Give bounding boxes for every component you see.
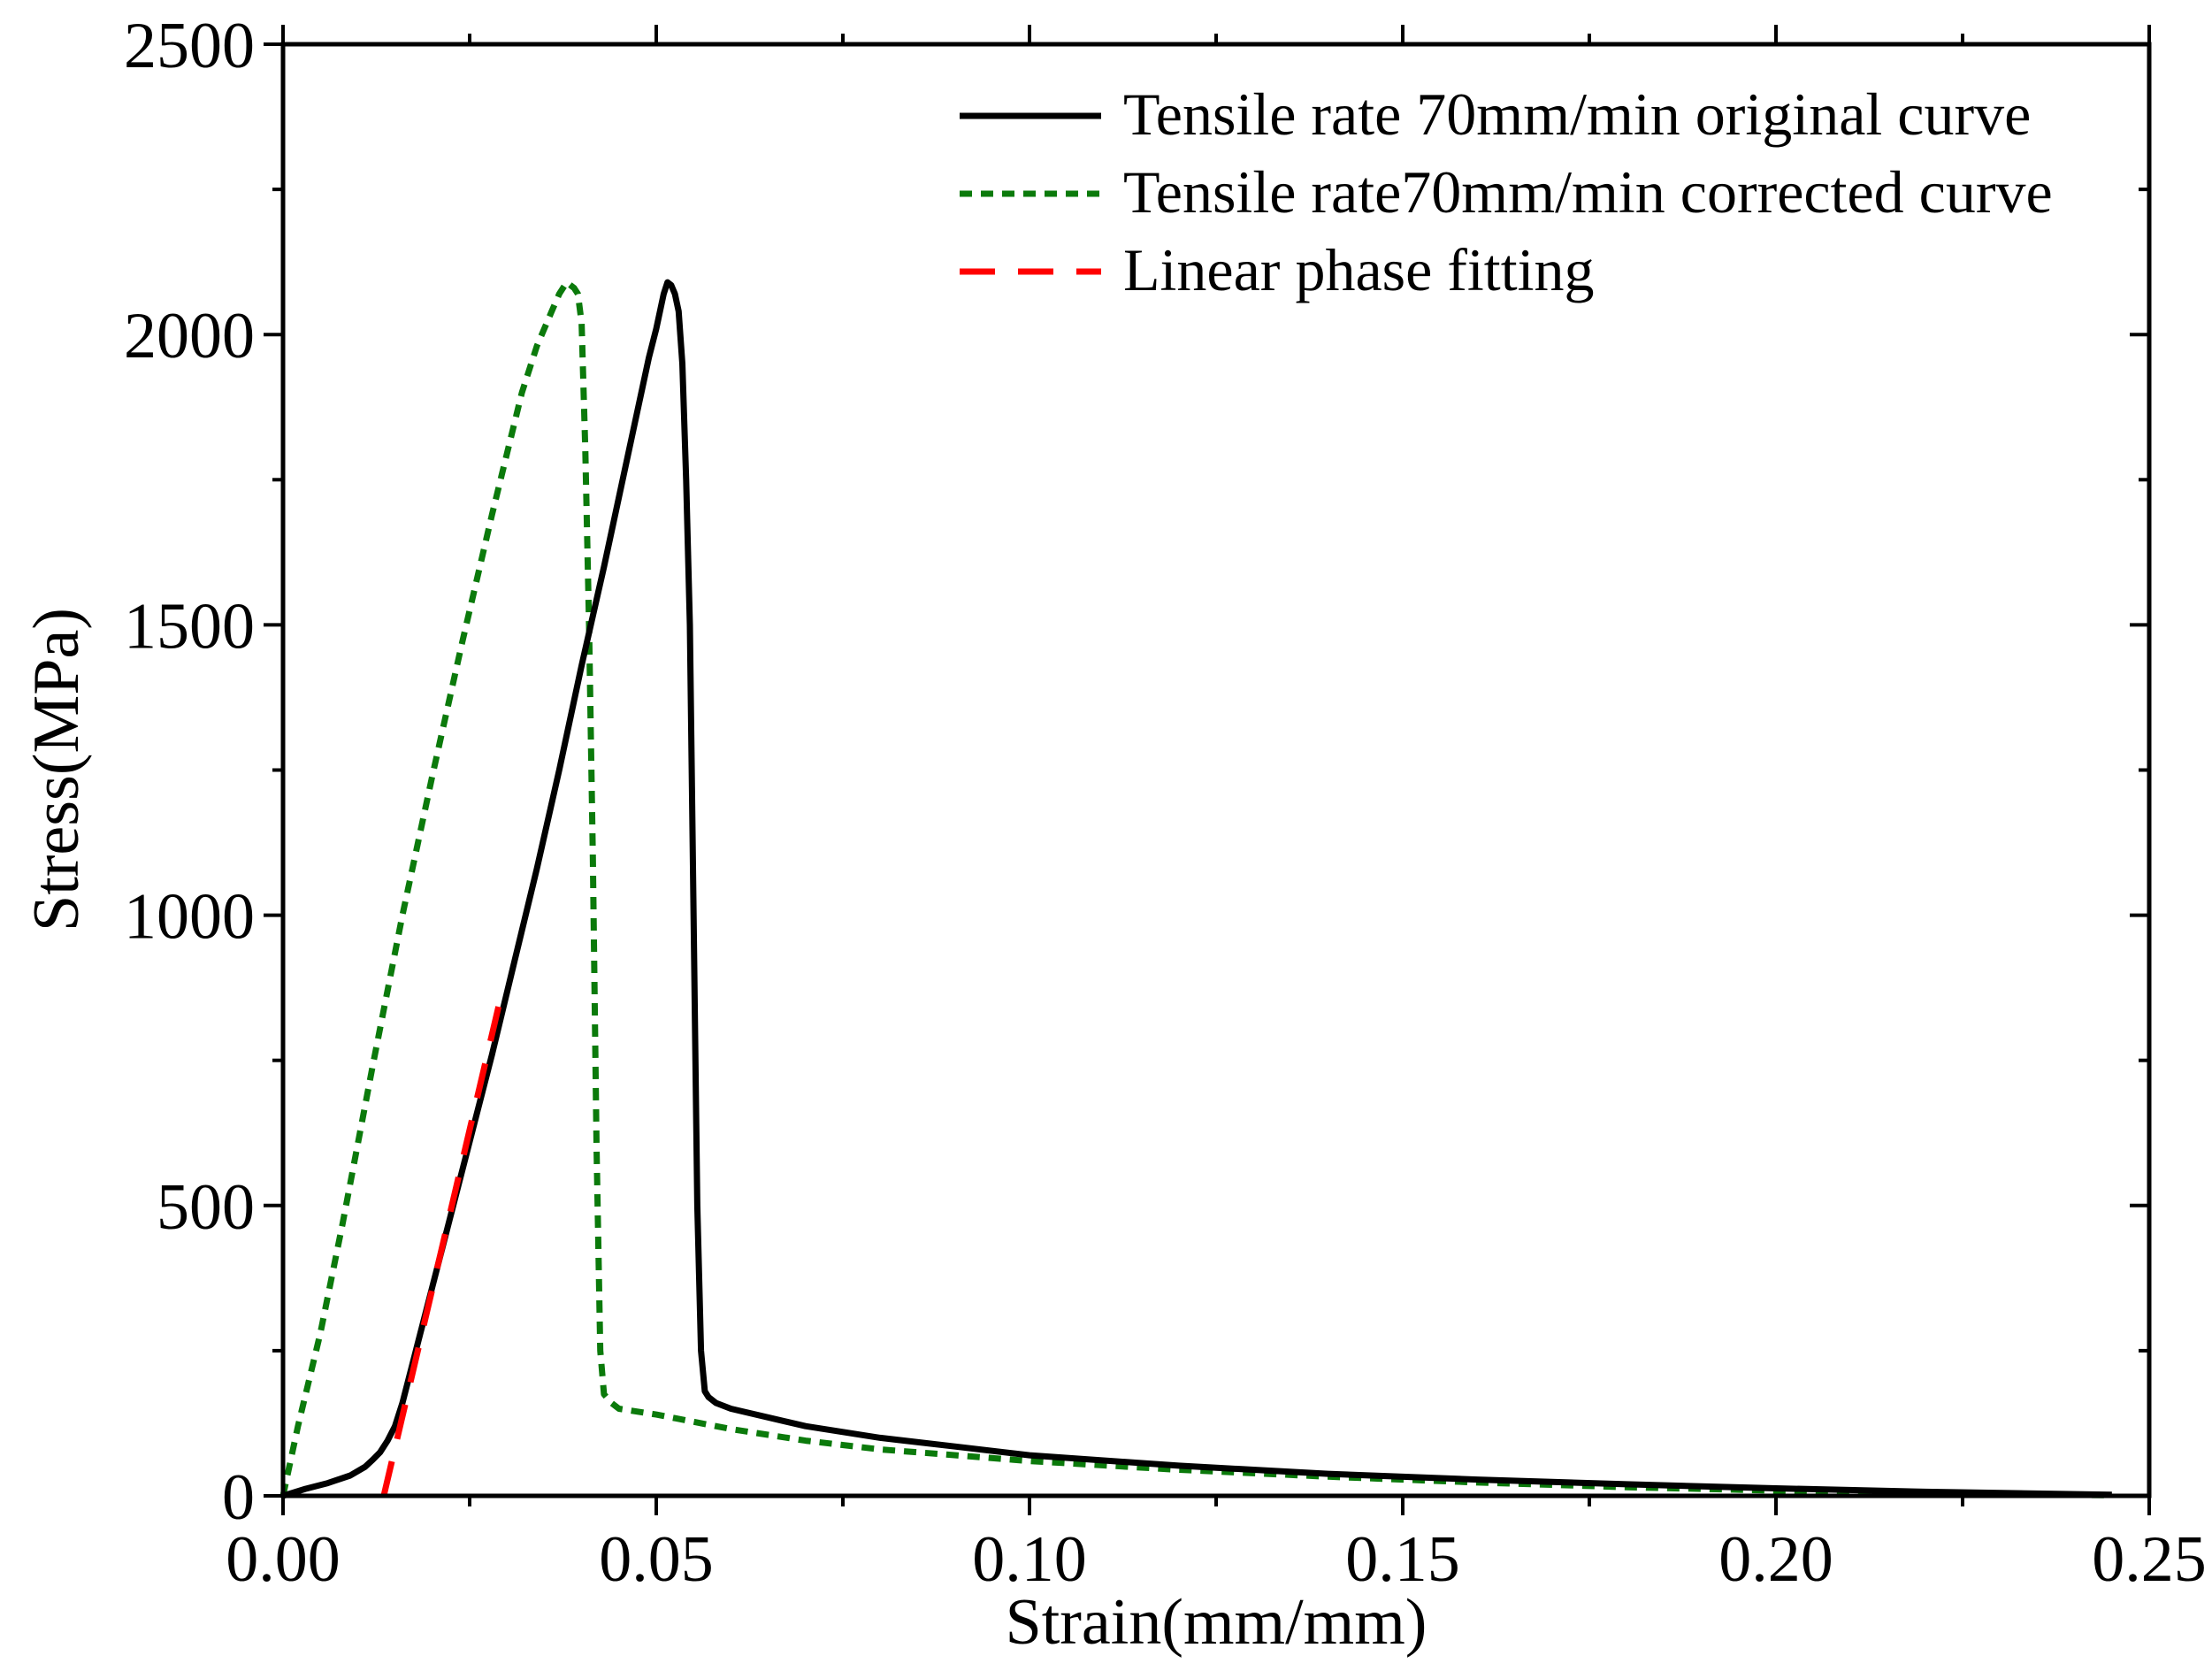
labels-layer: 0.00 0.05 0.10 0.15 0.20 0.25 0 500 1000 1500 2000… (124, 10, 2207, 1596)
ticks-layer (264, 25, 2151, 1515)
x-tick-label: 0.05 (599, 1523, 714, 1596)
series-line-0 (281, 279, 2112, 1499)
y-tick-label: 0 (222, 1461, 255, 1534)
y-tick-label: 1000 (124, 881, 255, 954)
x-axis-label: Strain(mm/mm) (1006, 1586, 1427, 1659)
y-tick-label: 500 (157, 1171, 255, 1244)
x-tick-label: 0.10 (972, 1523, 1087, 1596)
legend: Tensile rate 70mm/min original curve Ten… (960, 80, 2053, 303)
legend-label-corrected: Tensile rate70mm/min corrected curve (1123, 158, 2053, 226)
series-layer (279, 279, 2112, 1499)
y-tick-label: 2000 (124, 300, 255, 372)
legend-label-original: Tensile rate 70mm/min original curve (1123, 80, 2031, 148)
x-tick-label: 0.15 (1345, 1523, 1460, 1596)
x-tick-label: 0.25 (2092, 1523, 2207, 1596)
y-axis-label: Stress(MPa) (20, 608, 93, 931)
series-line-2 (380, 1001, 503, 1497)
x-tick-label: 0.20 (1718, 1523, 1833, 1596)
y-tick-label: 1500 (124, 590, 255, 663)
x-tick-label: 0.00 (226, 1523, 341, 1596)
y-tick-label: 2500 (124, 10, 255, 82)
legend-label-linear-fit: Linear phase fitting (1123, 236, 1594, 303)
